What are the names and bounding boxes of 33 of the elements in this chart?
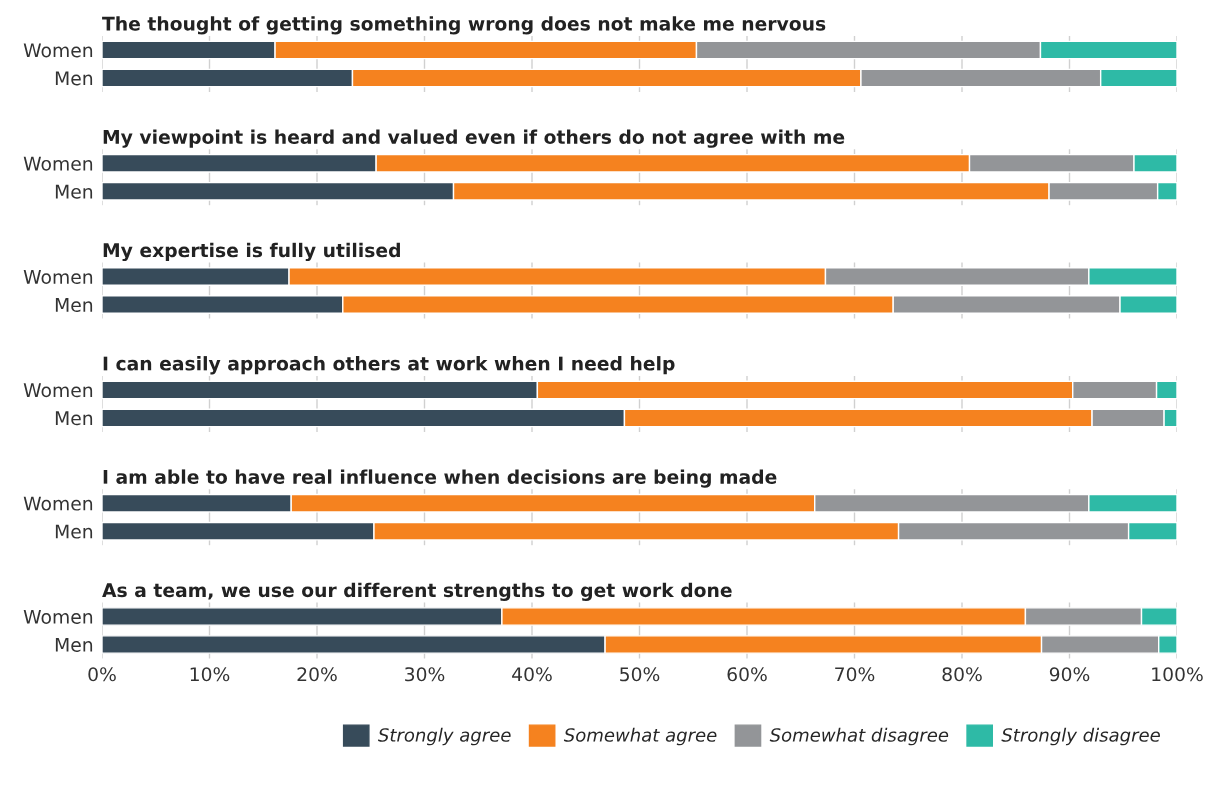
x-tick-label: 100% <box>1152 667 1203 682</box>
chart-title: I can easily approach others at work when I need help <box>103 356 675 375</box>
chart-title: I am able to have real influence when decisions are being made <box>103 469 777 488</box>
x-tick-label: 70% <box>835 667 875 682</box>
y-tick-label: Women <box>23 609 93 624</box>
y-tick-label: Men <box>55 411 93 426</box>
x-tick-label: 40% <box>512 667 552 682</box>
chart-title: My viewpoint is heard and valued even if others do not agree with me <box>103 129 845 148</box>
x-tick-label: 20% <box>297 667 337 682</box>
legend-label: Strongly agree <box>378 727 511 746</box>
x-tick-label: 50% <box>620 667 660 682</box>
y-tick-label: Women <box>23 496 93 511</box>
x-tick-label: 0% <box>88 667 116 682</box>
y-tick-label: Men <box>55 637 93 652</box>
y-tick-label: Men <box>55 524 93 539</box>
legend-label: Strongly disagree <box>1001 727 1160 746</box>
x-tick-label: 90% <box>1049 667 1090 682</box>
y-tick-label: Women <box>23 383 93 398</box>
y-tick-label: Women <box>23 270 93 284</box>
x-tick-label: 10% <box>190 667 230 682</box>
y-tick-label: Men <box>55 184 93 199</box>
y-tick-label: Men <box>55 71 93 86</box>
x-tick-label: 30% <box>405 667 445 682</box>
y-tick-label: Women <box>23 43 93 58</box>
y-tick-label: Women <box>23 156 93 171</box>
chart-title: My expertise is fully utilised <box>103 242 400 262</box>
chart-title: As a team, we use our different strengths to get work done <box>102 582 732 601</box>
legend-label: Somewhat agree <box>563 727 717 746</box>
chart-title: The thought of getting something wrong does not make me nervous <box>102 16 826 35</box>
legend-label: Somewhat disagree <box>769 727 949 746</box>
x-tick-label: 60% <box>727 667 767 682</box>
y-tick-label: Men <box>55 298 93 312</box>
x-tick-label: 80% <box>942 667 982 682</box>
